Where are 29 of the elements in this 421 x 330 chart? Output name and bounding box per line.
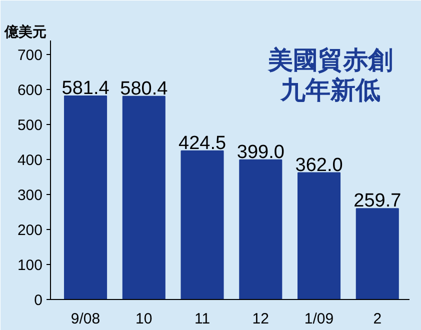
bar: [64, 96, 108, 300]
bar: [239, 159, 282, 300]
y-tick-label: 200: [17, 222, 43, 239]
data-label: 581.4: [62, 78, 110, 100]
x-tick-label: 1/09: [304, 310, 334, 328]
data-label: 362.0: [295, 154, 343, 176]
x-tick-label: 9/08: [70, 310, 100, 328]
bar: [356, 208, 399, 300]
y-tick-label: 100: [17, 257, 43, 274]
y-tick-label: 400: [17, 152, 43, 169]
data-label: 259.7: [354, 190, 402, 212]
y-tick-label: 300: [17, 187, 43, 204]
chart-title: 美國貿赤創: [267, 46, 394, 74]
data-label: 424.5: [178, 132, 226, 154]
text: 九年新低: [280, 76, 381, 104]
x-tick-label: 10: [136, 310, 152, 328]
bar: [122, 96, 166, 300]
x-tick-label: 12: [252, 310, 269, 328]
y-tick-label: 700: [17, 47, 43, 64]
y-tick-label: 0: [34, 292, 42, 309]
bar: [180, 150, 224, 300]
data-label: 399.0: [236, 142, 284, 163]
x-tick-label: 2: [373, 310, 382, 328]
bar: [298, 172, 341, 300]
y-tick-label: 500: [17, 117, 43, 134]
y-tick-label: 600: [17, 82, 43, 99]
x-tick-label: 11: [194, 310, 210, 328]
data-label: 580.4: [120, 78, 168, 100]
y-axis-title: 億美元: [4, 24, 46, 40]
